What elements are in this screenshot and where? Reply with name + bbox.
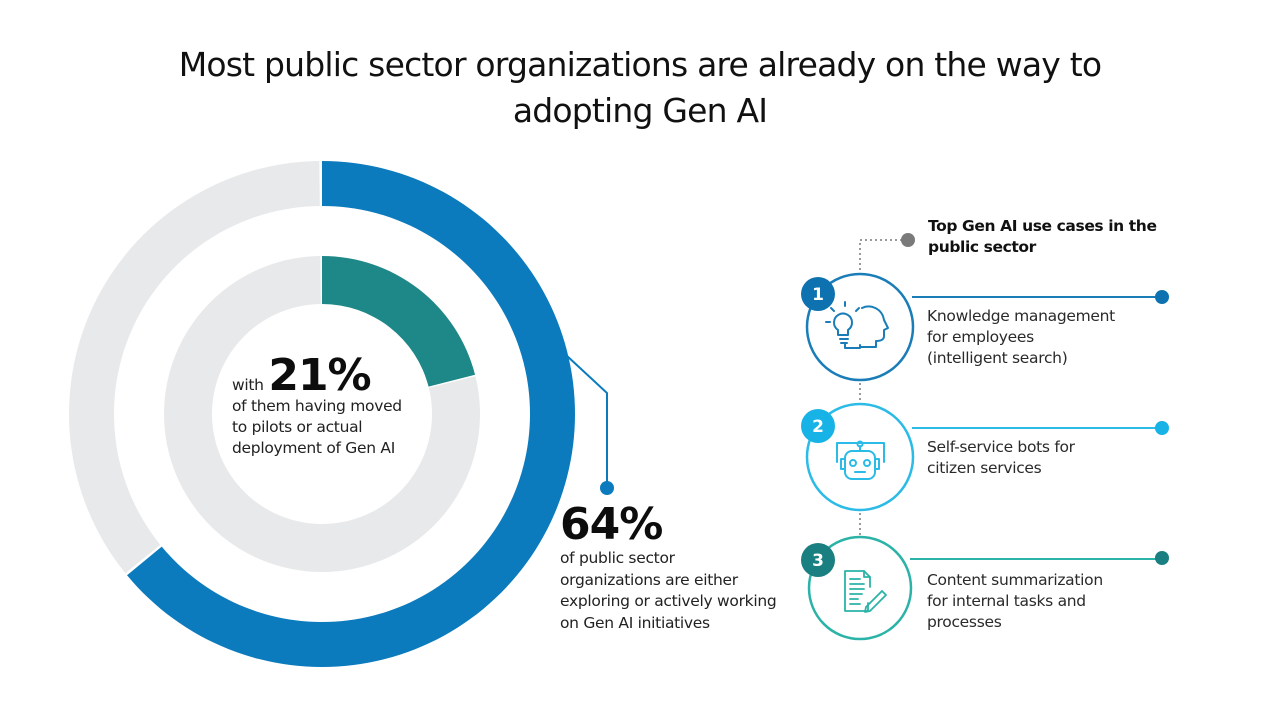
use-case-3-badge — [801, 543, 835, 577]
use-case-2: 2 — [801, 402, 1169, 512]
use-case-1-end-dot — [1155, 290, 1169, 304]
outer-ring-value-arc — [127, 161, 576, 668]
inner-label-value: 21% — [268, 350, 371, 401]
outer-label-line-4: on Gen AI initiatives — [560, 613, 710, 632]
inner-ring-value-arc — [322, 256, 476, 387]
inner-ring-remainder — [164, 256, 480, 572]
use-case-3-line-2: for internal tasks and — [927, 592, 1086, 610]
use-case-2-line-1: Self-service bots for — [927, 438, 1075, 456]
robot-icon — [836, 440, 885, 480]
heading-dot — [901, 233, 915, 247]
use-case-3-text: Content summarization for internal tasks… — [927, 570, 1167, 633]
use-case-1-line-2: for employees — [927, 328, 1034, 346]
outer-ring-label: 64% of public sector organizations are e… — [560, 502, 800, 634]
document-pen-icon — [844, 570, 887, 613]
lightbulb-head-icon — [825, 301, 889, 349]
title-line-2: adopting Gen AI — [512, 91, 768, 130]
use-case-1-line-1: Knowledge management — [927, 307, 1115, 325]
outer-ring-remainder — [68, 161, 320, 574]
timeline-dotted-line — [859, 239, 907, 640]
use-case-1-number: 1 — [812, 285, 824, 305]
outer-label-connector-dot — [600, 481, 614, 495]
use-case-1-badge — [801, 277, 835, 311]
use-case-3-line-1: Content summarization — [927, 571, 1103, 589]
use-cases-heading: Top Gen AI use cases in the public secto… — [928, 216, 1188, 258]
inner-label-line-1: of them having moved — [232, 397, 402, 415]
use-case-2-end-dot — [1155, 421, 1169, 435]
inner-ring-label: with 21% of them having moved to pilots … — [232, 354, 462, 459]
use-cases-timeline: 1 2 — [801, 233, 1169, 641]
outer-label-value: 64% — [560, 499, 663, 550]
use-case-3: 3 — [801, 535, 1169, 641]
inner-label-line-2: to pilots or actual — [232, 418, 363, 436]
inner-label-prefix: with — [232, 376, 264, 394]
use-case-3-number: 3 — [812, 551, 824, 571]
use-cases-heading-line-2: public sector — [928, 238, 1036, 256]
title-line-1: Most public sector organizations are alr… — [178, 45, 1102, 84]
use-case-1: 1 — [801, 272, 1169, 382]
outer-label-line-3: exploring or actively working — [560, 592, 777, 610]
use-case-3-line-3: processes — [927, 613, 1002, 631]
use-cases-heading-line-1: Top Gen AI use cases in the — [928, 217, 1157, 235]
outer-label-line-1: of public sector — [560, 549, 675, 567]
use-case-2-badge — [801, 409, 835, 443]
use-case-2-line-2: citizen services — [927, 459, 1042, 477]
outer-label-line-2: organizations are either — [560, 570, 738, 589]
use-case-2-number: 2 — [812, 417, 824, 437]
page-title: Most public sector organizations are alr… — [0, 42, 1280, 134]
inner-label-line-3: deployment of Gen AI — [232, 439, 395, 457]
use-case-1-line-3: (intelligent search) — [927, 349, 1068, 367]
use-case-3-end-dot — [1155, 551, 1169, 565]
use-case-1-text: Knowledge management for employees (inte… — [927, 306, 1167, 369]
outer-label-connector — [565, 354, 608, 487]
use-case-2-text: Self-service bots for citizen services — [927, 437, 1167, 479]
donut-chart — [68, 161, 576, 668]
